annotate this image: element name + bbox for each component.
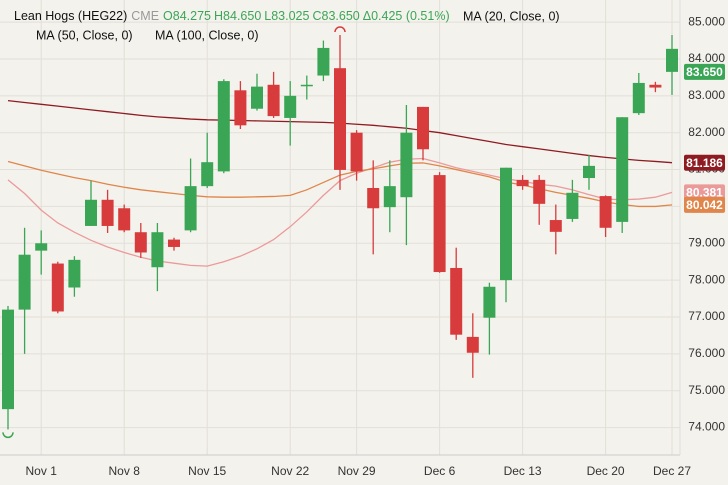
legend-entry: MA (50, Close, 0) <box>36 28 133 42</box>
candle-body <box>151 232 164 268</box>
candle-body <box>383 186 396 208</box>
price-tag <box>684 184 725 201</box>
price-tag-label: 83.650 <box>686 65 723 79</box>
x-tick-label: Nov 8 <box>109 464 141 478</box>
candle-body <box>317 47 330 76</box>
y-tick-label: 79.000 <box>688 235 725 249</box>
candle-body <box>85 199 97 226</box>
price-tag-label: 80.381 <box>686 186 723 200</box>
quote-value: L83.025 <box>264 9 309 23</box>
candle-body <box>599 196 612 228</box>
price-tag <box>684 63 725 80</box>
y-tick-label: 82.000 <box>688 125 725 139</box>
candle-body <box>500 167 512 281</box>
candle-body <box>367 187 380 209</box>
candle-body <box>118 208 131 231</box>
candle-body <box>334 68 346 170</box>
exchange: CME <box>131 9 159 23</box>
high-marker <box>334 26 346 33</box>
y-tick-label: 76.000 <box>688 346 725 360</box>
candle-body <box>350 132 363 172</box>
candle-body <box>284 95 297 118</box>
candle-body <box>417 106 429 150</box>
candle-body <box>632 82 645 114</box>
candle-body <box>616 117 629 222</box>
candle-body <box>516 179 529 187</box>
quote-value: C83.650 <box>312 9 359 23</box>
labels: 74.000 75.000 76.000 77.000 78.000 79.000 80.0… <box>26 14 726 478</box>
y-tick-label: 74.000 <box>688 420 725 434</box>
candle-body <box>234 90 247 126</box>
candle-body <box>483 286 496 318</box>
candle-body <box>51 263 64 312</box>
candle-body <box>466 336 479 353</box>
candle-body <box>433 175 446 273</box>
candle-body <box>549 220 562 232</box>
candle-body <box>267 84 280 117</box>
x-tick-label: Dec 6 <box>424 464 456 478</box>
price-tag-label: 81.186 <box>686 156 723 170</box>
quote-value: H84.650 <box>214 9 261 23</box>
candle-body <box>666 48 678 72</box>
x-tick-label: Nov 15 <box>188 464 226 478</box>
low-marker <box>2 432 14 439</box>
y-tick-label: 85.000 <box>688 14 725 28</box>
candle-body <box>134 232 147 253</box>
x-tick-label: Dec 27 <box>653 464 691 478</box>
x-tick-label: Dec 20 <box>587 464 625 478</box>
price-tag <box>684 196 725 213</box>
y-tick-label: 78.000 <box>688 272 725 286</box>
y-tick-label: 83.000 <box>688 88 725 102</box>
candle-body <box>201 162 214 187</box>
x-tick-label: Nov 29 <box>338 464 376 478</box>
legend-entry: MA (20, Close, 0) <box>463 9 560 23</box>
header: Lean Hogs (HEG22) CME O84.275 H84.650 L83.02… <box>14 9 450 23</box>
quote-value: Δ0.425 (0.51%) <box>363 9 450 23</box>
candle-body <box>300 84 313 87</box>
title: Lean Hogs (HEG22) <box>14 9 127 23</box>
y-tick-label: 84.000 <box>688 51 725 65</box>
quote-value: O84.275 <box>163 9 211 23</box>
legend-entry: MA (100, Close, 0) <box>155 28 259 42</box>
candle-body <box>184 186 197 231</box>
x-tick-label: Dec 13 <box>504 464 542 478</box>
y-tick-label: 77.000 <box>688 309 725 323</box>
y-tick-label: 75.000 <box>688 383 725 397</box>
price-tag <box>684 154 725 171</box>
candle-body <box>101 199 114 226</box>
candle-body <box>217 81 230 172</box>
price-tag-label: 80.042 <box>686 198 723 212</box>
candle-body <box>35 243 48 251</box>
candle-body <box>251 86 263 109</box>
candle-body <box>450 267 463 335</box>
candle-body <box>168 239 180 247</box>
candle-body <box>583 165 595 179</box>
candle-body <box>68 259 81 288</box>
candles <box>2 26 678 439</box>
x-tick-label: Nov 1 <box>26 464 58 478</box>
candle-body <box>566 192 579 219</box>
candle-body <box>2 309 14 410</box>
candle-body <box>533 179 546 204</box>
candle-body <box>649 84 662 88</box>
candle-body <box>400 132 413 198</box>
x-tick-label: Nov 22 <box>271 464 309 478</box>
candle-body <box>18 254 31 310</box>
